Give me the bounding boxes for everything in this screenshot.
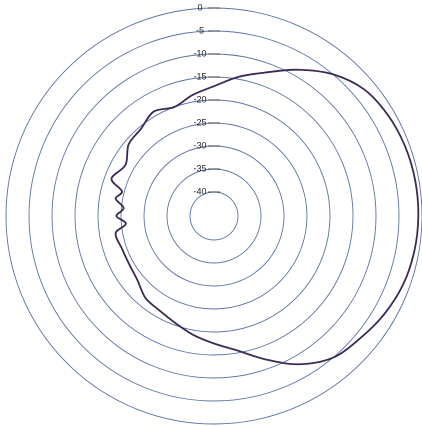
grid-ring: [143, 145, 285, 287]
grid-ring: [97, 99, 331, 333]
tick-label: -25: [193, 117, 206, 127]
series-line: [110, 68, 420, 366]
radial-grid: [5, 7, 422, 425]
tick-label: -20: [193, 94, 206, 104]
grid-ring: [5, 7, 422, 425]
grid-ring: [189, 191, 239, 241]
tick-label: -35: [193, 163, 206, 173]
tick-label: 0: [197, 2, 202, 12]
tick-label: -5: [196, 25, 204, 35]
tick-label: -15: [193, 71, 206, 81]
grid-ring: [166, 168, 262, 264]
grid-ring: [51, 53, 377, 379]
tick-label: -40: [193, 186, 206, 196]
tick-label: -30: [193, 140, 206, 150]
grid-ring: [120, 122, 308, 310]
tick-label: -10: [193, 48, 206, 58]
radial-tick-labels: 0 -5 -10 -15 -20 -25 -30 -35 -40: [193, 2, 220, 196]
series-group: [110, 68, 420, 366]
